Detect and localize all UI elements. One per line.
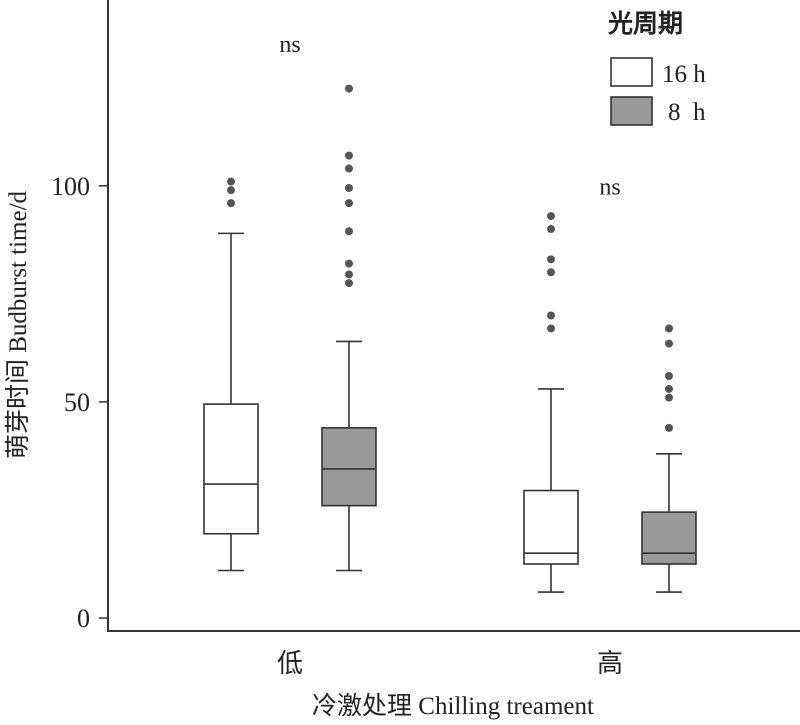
x-category-label: 低: [277, 649, 303, 679]
legend: 光周期 16 h 8 h: [607, 9, 706, 126]
outlier-point: [345, 84, 353, 93]
y-tick-label: 0: [77, 604, 90, 633]
outlier-point: [345, 227, 353, 236]
box-group: [523, 212, 579, 593]
outlier-point: [665, 393, 673, 402]
outlier-point: [345, 199, 353, 208]
box-series: [203, 84, 697, 593]
outlier-point: [547, 225, 555, 234]
x-category-labels: 低高: [277, 649, 623, 679]
legend-swatch-16h: [610, 57, 653, 87]
outlier-point: [345, 151, 353, 160]
iqr-box: [523, 489, 579, 565]
outlier-point: [227, 177, 235, 186]
significance-label: ns: [599, 174, 620, 200]
legend-label-8h: 8 h: [668, 99, 706, 126]
y-tick-label: 50: [64, 388, 90, 417]
y-axis-title: 萌芽时间 Budburst time/d: [4, 190, 32, 459]
y-ticks: 0 50 100: [51, 172, 108, 633]
outlier-point: [345, 270, 353, 279]
outlier-point: [227, 199, 235, 208]
axes: [107, 0, 800, 632]
box-group: [641, 324, 697, 593]
iqr-box: [321, 427, 377, 507]
x-category-label: 高: [597, 649, 623, 679]
iqr-box: [641, 511, 697, 565]
legend-label-16h: 16 h: [662, 61, 706, 88]
legend-title: 光周期: [607, 9, 683, 38]
outlier-point: [547, 212, 555, 221]
outlier-point: [345, 259, 353, 268]
outlier-point: [665, 372, 673, 381]
iqr-box: [203, 403, 259, 535]
outlier-point: [227, 186, 235, 195]
outlier-point: [665, 384, 673, 393]
significance-label: ns: [279, 32, 300, 58]
outlier-point: [345, 164, 353, 173]
annotations: ns ns: [279, 32, 620, 201]
x-axis-title: 冷激处理 Chilling treament: [312, 692, 594, 720]
outlier-point: [345, 184, 353, 193]
box-group: [321, 84, 377, 572]
outlier-point: [345, 279, 353, 288]
legend-swatch-8h: [610, 96, 653, 126]
outlier-point: [547, 324, 555, 333]
outlier-point: [547, 255, 555, 264]
y-tick-label: 100: [51, 172, 90, 201]
outlier-point: [665, 324, 673, 333]
outlier-point: [547, 311, 555, 320]
outlier-point: [665, 339, 673, 348]
outlier-point: [665, 423, 673, 432]
outlier-point: [547, 268, 555, 277]
box-group: [203, 177, 259, 572]
